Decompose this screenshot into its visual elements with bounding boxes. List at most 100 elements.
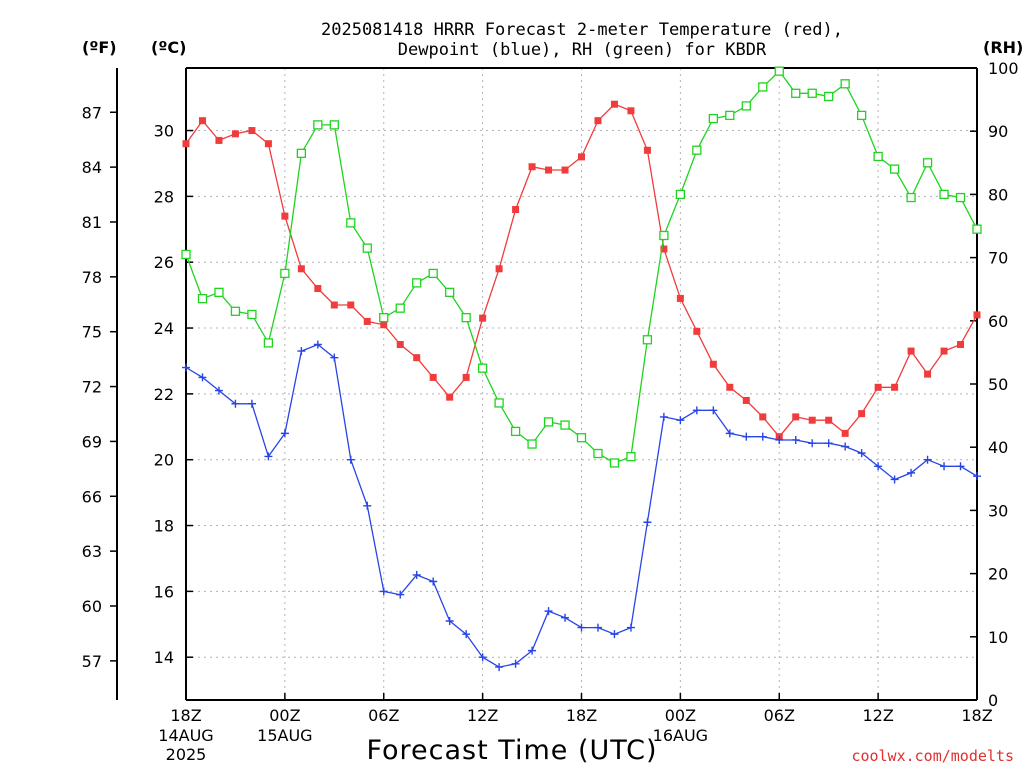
temperature-point <box>512 206 520 214</box>
relative_humidity-point <box>395 303 405 313</box>
temperature-point <box>248 127 256 135</box>
dewpoint-point <box>791 435 800 444</box>
rh-tick-label: 20 <box>988 565 1008 584</box>
data-series <box>181 66 982 672</box>
temperature-point <box>643 146 651 154</box>
celsius-tick-label: 26 <box>154 253 174 272</box>
relative_humidity-point <box>774 66 784 76</box>
temperature-point <box>396 341 404 348</box>
relative_humidity-point <box>939 189 949 200</box>
temperature-point <box>528 163 536 171</box>
relative_humidity-point <box>922 158 933 168</box>
celsius-tick-label: 14 <box>154 648 174 667</box>
temperature-point <box>907 347 915 355</box>
relative_humidity-point <box>807 88 817 98</box>
x-tick-label: 06Z <box>368 706 399 725</box>
temperature-point <box>759 413 767 421</box>
relative_humidity-point <box>972 224 982 234</box>
dewpoint-point <box>396 590 405 599</box>
dewpoint-point <box>758 432 767 441</box>
temperature-point <box>347 301 355 309</box>
celsius-tick-label: 22 <box>154 385 174 404</box>
relative_humidity-point <box>692 145 702 155</box>
temperature-point <box>314 285 322 293</box>
temperature-point <box>297 265 305 273</box>
dewpoint-point <box>297 347 306 356</box>
x-tick-date-label: 14AUG <box>158 726 213 745</box>
relative_humidity-point <box>197 294 208 304</box>
x-tick-label: 00Z <box>665 706 696 725</box>
fahrenheit-tick-label: 81 <box>82 213 102 232</box>
temperature-point <box>281 212 289 220</box>
temperature-point <box>693 327 701 335</box>
left-unit-celsius: (ºC) <box>151 38 186 57</box>
celsius-tick-label: 16 <box>154 582 174 601</box>
temperature-point <box>594 117 602 125</box>
dewpoint-point <box>561 613 570 622</box>
dewpoint-point <box>182 363 190 372</box>
dewpoint-point <box>231 399 240 408</box>
relative_humidity-point <box>609 458 620 468</box>
chart-title-line1: 2025081418 HRRR Forecast 2-meter Tempera… <box>321 20 843 40</box>
temperature-point <box>561 166 569 174</box>
dewpoint-point <box>544 607 553 616</box>
relative_humidity-point <box>230 306 241 316</box>
relative_humidity-point <box>889 164 900 174</box>
relative_humidity-point <box>362 243 372 253</box>
relative_humidity-point <box>675 189 686 200</box>
temperature-point <box>841 429 849 437</box>
left-unit-fahrenheit: (ºF) <box>82 38 117 57</box>
temperature-point <box>627 107 635 115</box>
relative_humidity-point <box>906 192 916 203</box>
rh-tick-label: 40 <box>988 438 1008 457</box>
temperature-point <box>446 393 454 401</box>
dewpoint-point <box>445 617 454 625</box>
temperature-point <box>726 383 734 391</box>
fahrenheit-tick-label: 75 <box>82 323 102 342</box>
relative_humidity-point <box>642 335 653 345</box>
temperature-point <box>330 301 338 309</box>
x-tick-label: 06Z <box>764 706 795 725</box>
dewpoint-point <box>659 412 668 421</box>
relative_humidity-point <box>955 192 966 203</box>
x-tick-label: 18Z <box>566 706 597 725</box>
dewpoint-point <box>313 340 322 349</box>
dewpoint-point <box>742 432 751 441</box>
x-axis-title: Forecast Time (UTC) <box>366 735 657 766</box>
dewpoint-point <box>841 442 850 451</box>
relative_humidity-point <box>741 101 751 111</box>
relative_humidity-point <box>527 439 537 449</box>
dewpoint-point <box>429 577 438 586</box>
axes: 14 16 18 20 22 24 26 28 30 57 60 63 66 69 72 75 78 81 84 87… <box>82 59 1019 764</box>
dewpoint-point <box>330 353 339 362</box>
relative_humidity-point <box>873 151 883 162</box>
rh-tick-label: 90 <box>988 122 1008 141</box>
temperature-point <box>380 321 388 329</box>
temperature-point <box>924 370 932 378</box>
temperature-point <box>429 373 437 381</box>
watermark: coolwx.com/modelts <box>851 747 1014 765</box>
dewpoint-point <box>973 472 981 481</box>
dewpoint-point <box>923 455 932 464</box>
rh-tick-label: 0 <box>988 691 998 710</box>
fahrenheit-tick-label: 84 <box>82 158 102 177</box>
temperature-point <box>874 383 882 391</box>
celsius-tick-label: 28 <box>154 187 174 206</box>
temperature-point <box>479 314 487 322</box>
dewpoint-point <box>511 659 520 668</box>
relative_humidity-point <box>412 278 422 288</box>
temperature-point <box>182 140 190 148</box>
dewpoint-point <box>462 630 471 639</box>
x-tick-date-label: 15AUG <box>257 726 312 745</box>
dewpoint-point <box>676 416 685 425</box>
dewpoint-point <box>610 630 619 639</box>
rh-tick-label: 10 <box>988 628 1008 647</box>
temperature-point <box>957 341 965 348</box>
series-temperature <box>182 100 981 441</box>
dewpoint-point <box>808 439 817 448</box>
temperature-point <box>676 294 684 302</box>
relative_humidity-point <box>346 218 356 228</box>
relative_humidity-point <box>280 268 290 279</box>
dewpoint-point <box>346 455 355 464</box>
